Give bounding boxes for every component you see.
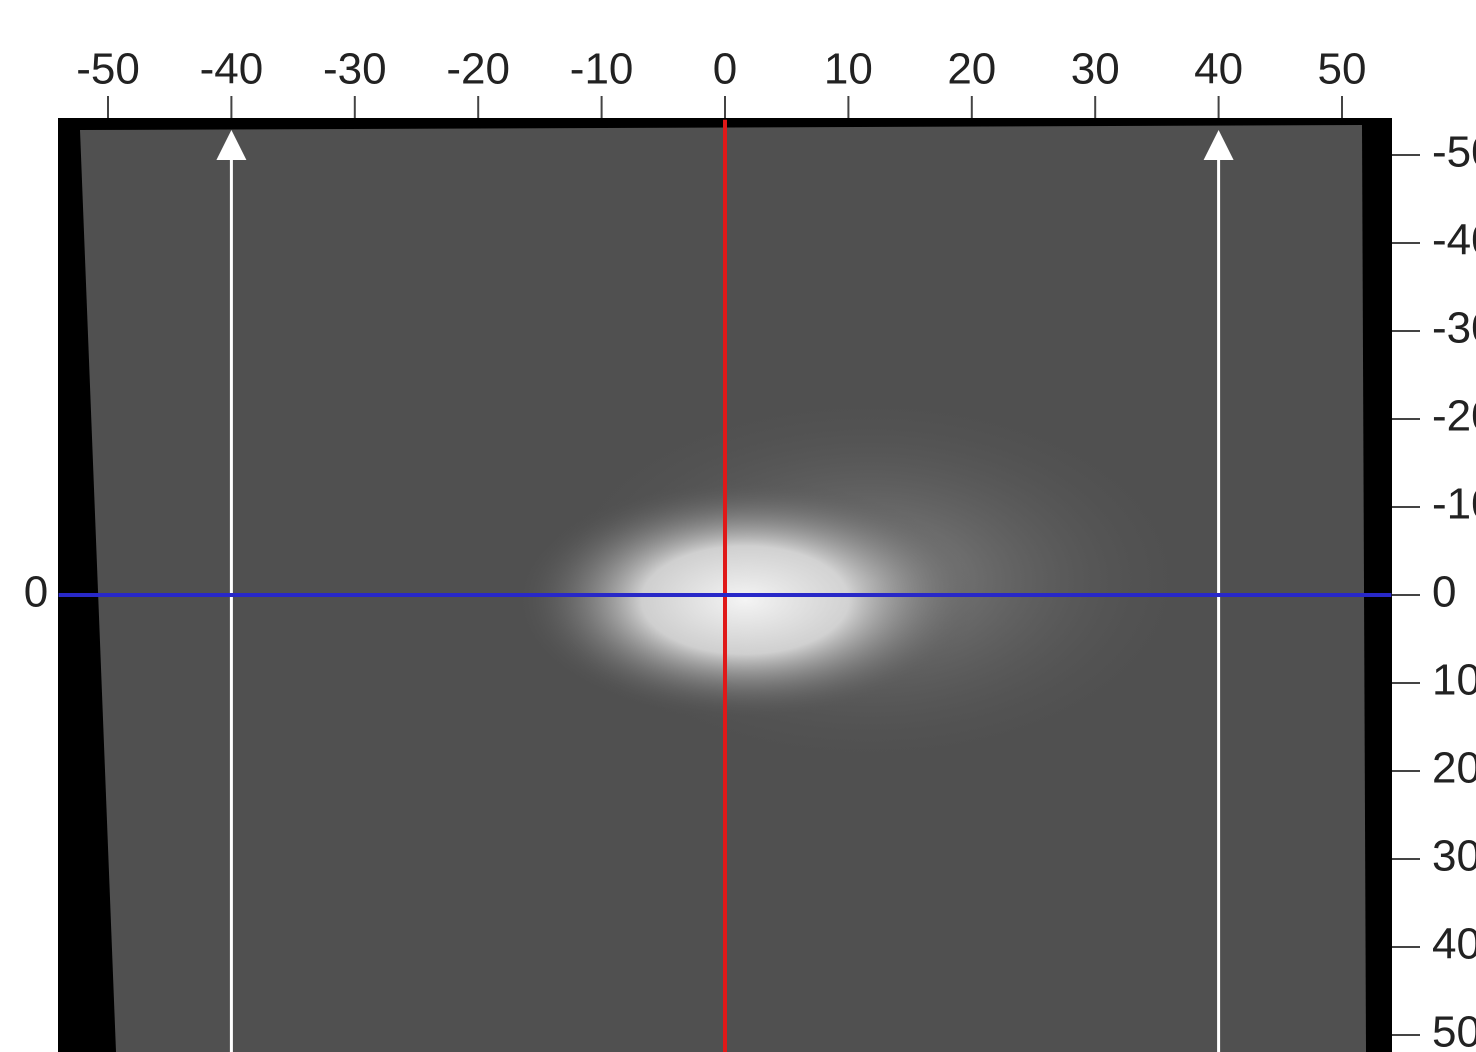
x-tick-label: -50 — [76, 45, 140, 94]
y-tick-label: -20 — [1432, 392, 1476, 441]
y-tick-label: 30 — [1432, 832, 1476, 881]
x-tick-label: 30 — [1071, 45, 1120, 94]
y-tick-label: -50 — [1432, 128, 1476, 177]
x-tick-label: -40 — [200, 45, 264, 94]
y-tick-label: 50 — [1432, 1008, 1476, 1052]
y-tick-label: -10 — [1432, 480, 1476, 529]
chart: -50 -40 -30 -20 -10 0 10 20 30 40 50 -50 -40 -30 -20 -1… — [0, 0, 1476, 1052]
y-tick-label: 40 — [1432, 920, 1476, 969]
y-tick-label: 20 — [1432, 744, 1476, 793]
x-tick-label: -20 — [446, 45, 510, 94]
x-tick-label: 50 — [1318, 45, 1367, 94]
y-tick-label: -40 — [1432, 216, 1476, 265]
x-tick-label: -10 — [570, 45, 634, 94]
y-tick-label: 0 — [1432, 568, 1456, 617]
y-tick-label: -30 — [1432, 304, 1476, 353]
y-left-tick-label: 0 — [24, 568, 48, 617]
page: -50 -40 -30 -20 -10 0 10 20 30 40 50 -50 -40 -30 -20 -1… — [0, 0, 1476, 1052]
x-tick-label: 40 — [1194, 45, 1243, 94]
x-tick-label: 10 — [824, 45, 873, 94]
y-tick-label: 10 — [1432, 656, 1476, 705]
x-tick-label: 0 — [713, 45, 737, 94]
beam-spot — [515, 480, 975, 720]
x-tick-label: -30 — [323, 45, 387, 94]
x-tick-label: 20 — [947, 45, 996, 94]
